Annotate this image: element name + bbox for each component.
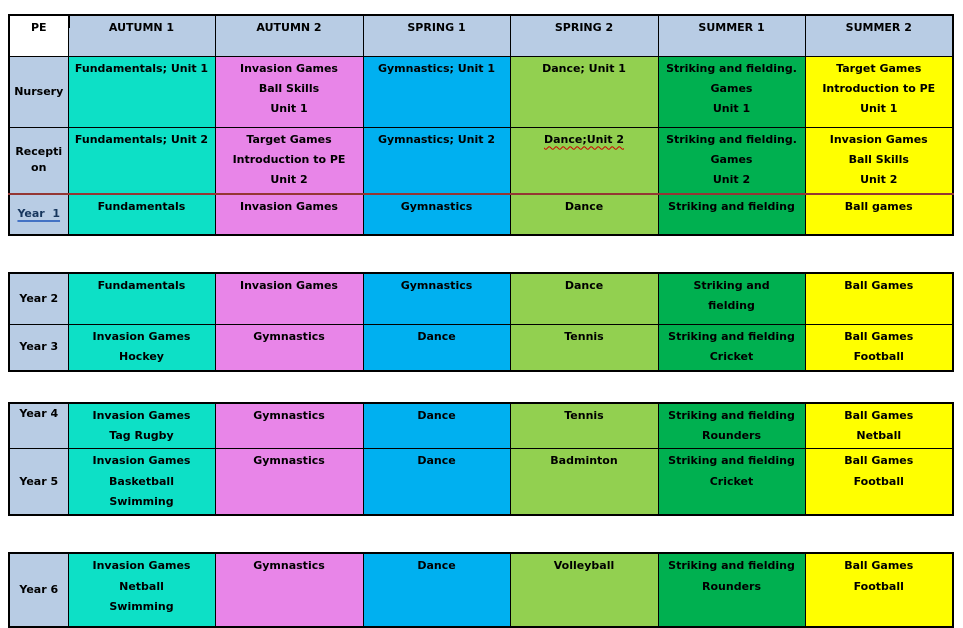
reception-spring2-cell: Dance;Unit 2 xyxy=(509,126,659,195)
year6-summer1-cell: Striking and fielding Rounders xyxy=(657,552,806,628)
row-year-5: Year 5 Invasion Games Basketball Swimmin… xyxy=(8,448,954,516)
pe-curriculum-table-y4-y5: Year 4 Invasion Games Tag Rugby Gymnasti… xyxy=(8,401,954,517)
year2-autumn1-cell: Fundamentals xyxy=(67,272,216,326)
year6-spring2-cell: Volleyball xyxy=(509,552,659,628)
row-label-reception: Reception xyxy=(8,126,69,195)
header-summer1: SUMMER 1 xyxy=(657,14,806,57)
reception-summer1-cell: Striking and fielding. Games Unit 2 xyxy=(657,126,806,195)
year2-spring1-cell: Gymnastics xyxy=(362,272,511,326)
row-nursery: Nursery Fundamentals; Unit 1 Invasion Ga… xyxy=(8,55,954,128)
year3-spring2-cell: Tennis xyxy=(509,324,659,372)
nursery-autumn1-cell: Fundamentals; Unit 1 xyxy=(67,55,216,128)
nursery-summer1-cell: Striking and fielding. Games Unit 1 xyxy=(657,55,806,128)
year3-summer1-cell: Striking and fielding Cricket xyxy=(657,324,806,372)
header-spring2: SPRING 2 xyxy=(509,14,659,57)
row-year-1: Year 1 Fundamentals Invasion Games Gymna… xyxy=(8,192,954,236)
year1-summer1-cell: Striking and fielding xyxy=(657,192,806,236)
year1-autumn2-cell: Invasion Games xyxy=(214,192,364,236)
reception-summer2-cell: Invasion Games Ball Skills Unit 2 xyxy=(804,126,954,195)
year5-spring1-cell: Dance xyxy=(362,448,511,516)
year1-summer2-cell: Ball games xyxy=(804,192,954,236)
reception-spring1-cell: Gymnastics; Unit 2 xyxy=(362,126,511,195)
text-cursor xyxy=(68,14,70,28)
year2-summer1-cell: Striking and fielding xyxy=(657,272,806,326)
nursery-spring1-cell: Gymnastics; Unit 1 xyxy=(362,55,511,128)
row-reception: Reception Fundamentals; Unit 2 Target Ga… xyxy=(8,126,954,195)
year1-spring1-cell: Gymnastics xyxy=(362,192,511,236)
year4-spring2-cell: Tennis xyxy=(509,402,659,450)
row-label-year-5: Year 5 xyxy=(8,448,69,516)
nursery-autumn2-cell: Invasion Games Ball Skills Unit 1 xyxy=(214,55,364,128)
pe-curriculum-table-eyfs-ks1: PE AUTUMN 1 AUTUMN 2 SPRING 1 SPRING 2 S… xyxy=(8,14,954,236)
year4-autumn2-cell: Gymnastics xyxy=(214,402,364,450)
row-label-nursery: Nursery xyxy=(8,55,69,128)
year1-autumn1-cell: Fundamentals xyxy=(67,192,216,236)
year5-autumn2-cell: Gymnastics xyxy=(214,448,364,516)
year2-spring2-cell: Dance xyxy=(509,272,659,326)
year3-autumn2-cell: Gymnastics xyxy=(214,324,364,372)
pe-curriculum-table-y6: Year 6 Invasion Games Netball Swimming G… xyxy=(8,552,954,628)
year4-summer2-cell: Ball Games Netball xyxy=(804,402,954,450)
year3-spring1-cell: Dance xyxy=(362,324,511,372)
year5-autumn1-cell: Invasion Games Basketball Swimming xyxy=(67,448,216,516)
reception-autumn1-cell: Fundamentals; Unit 2 xyxy=(67,126,216,195)
nursery-spring2-cell: Dance; Unit 1 xyxy=(509,55,659,128)
header-autumn1: AUTUMN 1 xyxy=(67,14,216,57)
reception-autumn2-cell: Target Games Introduction to PE Unit 2 xyxy=(214,126,364,195)
year6-summer2-cell: Ball Games Football xyxy=(804,552,954,628)
year-1-link[interactable]: Year 1 xyxy=(17,207,61,221)
header-summer2: SUMMER 2 xyxy=(804,14,954,57)
pe-curriculum-table-y2-y3: Year 2 Fundamentals Invasion Games Gymna… xyxy=(8,271,954,372)
year3-autumn1-cell: Invasion Games Hockey xyxy=(67,324,216,372)
year6-autumn2-cell: Gymnastics xyxy=(214,552,364,628)
row-label-year-6: Year 6 xyxy=(8,552,69,628)
year2-summer2-cell: Ball Games xyxy=(804,272,954,326)
year6-autumn1-cell: Invasion Games Netball Swimming xyxy=(67,552,216,628)
year5-summer1-cell: Striking and fielding Cricket xyxy=(657,448,806,516)
row-year-2: Year 2 Fundamentals Invasion Games Gymna… xyxy=(8,272,954,326)
year6-spring1-cell: Dance xyxy=(362,552,511,628)
year4-autumn1-cell: Invasion Games Tag Rugby xyxy=(67,402,216,450)
term-header-row: PE AUTUMN 1 AUTUMN 2 SPRING 1 SPRING 2 S… xyxy=(8,14,954,57)
misspelled-text: Dance;Unit 2 xyxy=(543,132,625,146)
header-spring1: SPRING 1 xyxy=(362,14,511,57)
nursery-summer2-cell: Target Games Introduction to PE Unit 1 xyxy=(804,55,954,128)
year2-autumn2-cell: Invasion Games xyxy=(214,272,364,326)
row-year-3: Year 3 Invasion Games Hockey Gymnastics … xyxy=(8,324,954,372)
row-label-year-4: Year 4 xyxy=(8,402,69,450)
year4-summer1-cell: Striking and fielding Rounders xyxy=(657,402,806,450)
pe-title-cell: PE xyxy=(8,14,69,57)
year3-summer2-cell: Ball Games Football xyxy=(804,324,954,372)
row-year-4: Year 4 Invasion Games Tag Rugby Gymnasti… xyxy=(8,402,954,450)
year1-spring2-cell: Dance xyxy=(509,192,659,236)
year5-summer2-cell: Ball Games Football xyxy=(804,448,954,516)
header-autumn2: AUTUMN 2 xyxy=(214,14,364,57)
year5-spring2-cell: Badminton xyxy=(509,448,659,516)
row-label-year-1: Year 1 xyxy=(8,192,69,236)
row-year-6: Year 6 Invasion Games Netball Swimming G… xyxy=(8,552,954,628)
row-label-year-2: Year 2 xyxy=(8,272,69,326)
row-label-year-3: Year 3 xyxy=(8,324,69,372)
year4-spring1-cell: Dance xyxy=(362,402,511,450)
